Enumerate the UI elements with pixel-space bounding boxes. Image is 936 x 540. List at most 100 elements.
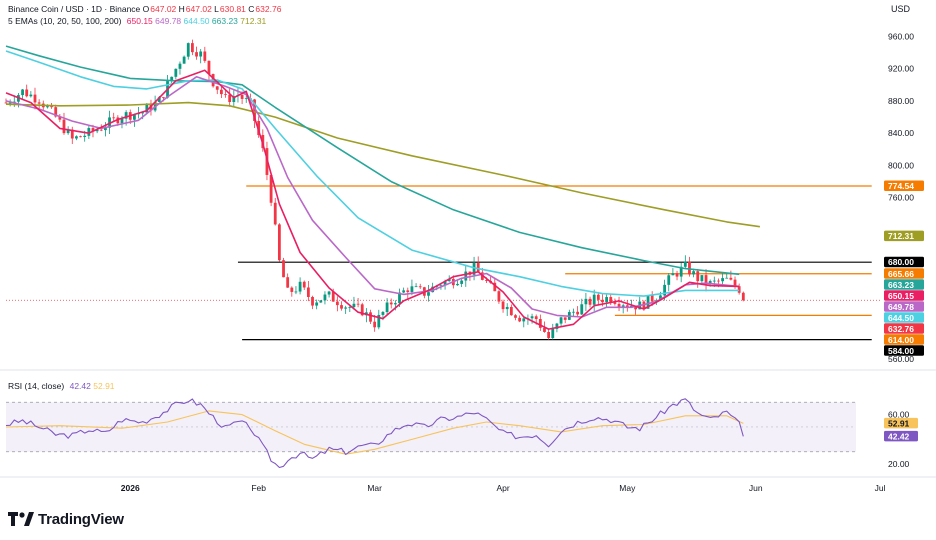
candle-body xyxy=(530,316,534,319)
candle-body xyxy=(592,294,596,305)
candle-body xyxy=(195,52,198,57)
candle-body xyxy=(356,303,360,305)
candle-body xyxy=(277,224,281,261)
candle-body xyxy=(257,120,261,135)
candle-body xyxy=(559,317,563,324)
series-ema-100 xyxy=(5,45,740,276)
candle-body xyxy=(514,315,517,318)
candle-body xyxy=(87,128,91,136)
candle-body xyxy=(331,291,335,302)
candle-body xyxy=(170,76,174,82)
brand[interactable]: TradingView xyxy=(8,509,124,529)
price-label: 774.54 xyxy=(888,181,914,191)
candle-body xyxy=(402,290,406,293)
price-axis-tick: 560.00 xyxy=(888,354,914,364)
rsi-ma-value: 52.91 xyxy=(93,381,115,391)
candle-body xyxy=(294,291,298,293)
candle-body xyxy=(232,96,236,103)
candle-body xyxy=(675,273,679,277)
candle-body xyxy=(182,56,186,64)
price-axis-tick: 960.00 xyxy=(888,31,914,41)
candle-body xyxy=(555,323,559,329)
candle-body xyxy=(29,94,33,97)
candle-body xyxy=(290,287,294,292)
ema100-value: 663.23 xyxy=(211,16,238,26)
candle-body xyxy=(46,106,49,108)
tradingview-logo-icon xyxy=(8,512,34,526)
rsi-axis-tick: 60.00 xyxy=(888,410,910,420)
rsi-label-bg xyxy=(884,430,918,442)
candle-body xyxy=(576,311,580,315)
candle-body xyxy=(538,319,542,328)
candle-body xyxy=(311,296,314,306)
candle-body xyxy=(605,297,609,303)
rsi-label: 52.91 xyxy=(888,418,910,428)
candle-body xyxy=(207,60,211,75)
series-ema-200 xyxy=(5,101,761,228)
ema50-value: 644.50 xyxy=(183,16,210,26)
time-axis-tick: Jun xyxy=(749,483,763,493)
ohlc-close: C632.76 xyxy=(248,4,282,14)
candle-body xyxy=(704,275,708,285)
rsi-value: 42.42 xyxy=(69,381,91,391)
ema-title: 5 EMAs (10, 20, 50, 100, 200) xyxy=(8,16,122,26)
candle-body xyxy=(99,129,103,131)
candle-body xyxy=(21,89,24,96)
candle-body xyxy=(398,292,401,304)
price-label-bg xyxy=(884,345,924,356)
candle-body xyxy=(667,275,671,285)
time-axis-tick: Mar xyxy=(367,483,382,493)
candle-body xyxy=(244,98,248,100)
candle-body xyxy=(253,99,256,121)
candle-body xyxy=(381,312,385,315)
price-label: 665.66 xyxy=(888,269,914,279)
candle-body xyxy=(696,271,700,282)
candle-body xyxy=(203,51,207,61)
series-ema-10 xyxy=(5,69,740,330)
candle-body xyxy=(580,304,584,315)
candle-body xyxy=(522,318,526,322)
candle-body xyxy=(335,301,339,306)
price-label-bg xyxy=(884,279,924,290)
candle-body xyxy=(650,295,654,302)
price-label: 584.00 xyxy=(888,346,914,356)
candle-body xyxy=(340,305,343,309)
candle-body xyxy=(282,260,285,278)
candle-body xyxy=(323,294,327,301)
candle-body xyxy=(588,298,592,305)
price-label-bg xyxy=(884,301,924,312)
time-axis-tick: Apr xyxy=(496,483,509,493)
grid xyxy=(0,369,936,478)
candle-body xyxy=(534,316,538,320)
candle-body xyxy=(659,295,662,301)
candle-body xyxy=(418,286,422,288)
candles xyxy=(4,39,745,340)
candle-body xyxy=(572,311,575,313)
price-label-bg xyxy=(884,312,924,323)
series-ema-20 xyxy=(5,76,740,318)
candle-body xyxy=(630,305,633,308)
candle-body xyxy=(162,97,165,99)
price-label-bg xyxy=(884,256,924,268)
candle-body xyxy=(439,285,443,287)
candle-body xyxy=(393,303,397,305)
candle-body xyxy=(54,107,58,117)
candle-body xyxy=(389,302,393,305)
candle-body xyxy=(120,118,124,124)
candle-body xyxy=(737,286,741,293)
candle-body xyxy=(58,116,62,120)
candle-body xyxy=(733,279,737,287)
candle-body xyxy=(286,277,290,288)
candle-body xyxy=(104,127,107,131)
candle-body xyxy=(228,94,232,103)
candle-body xyxy=(37,102,41,104)
candle-body xyxy=(621,305,625,307)
candle-body xyxy=(4,102,8,104)
candle-body xyxy=(306,287,310,297)
candle-body xyxy=(360,304,364,316)
candle-body xyxy=(518,317,522,322)
candle-body xyxy=(646,295,650,309)
rsi-line xyxy=(5,398,744,469)
candle-body xyxy=(273,202,277,225)
